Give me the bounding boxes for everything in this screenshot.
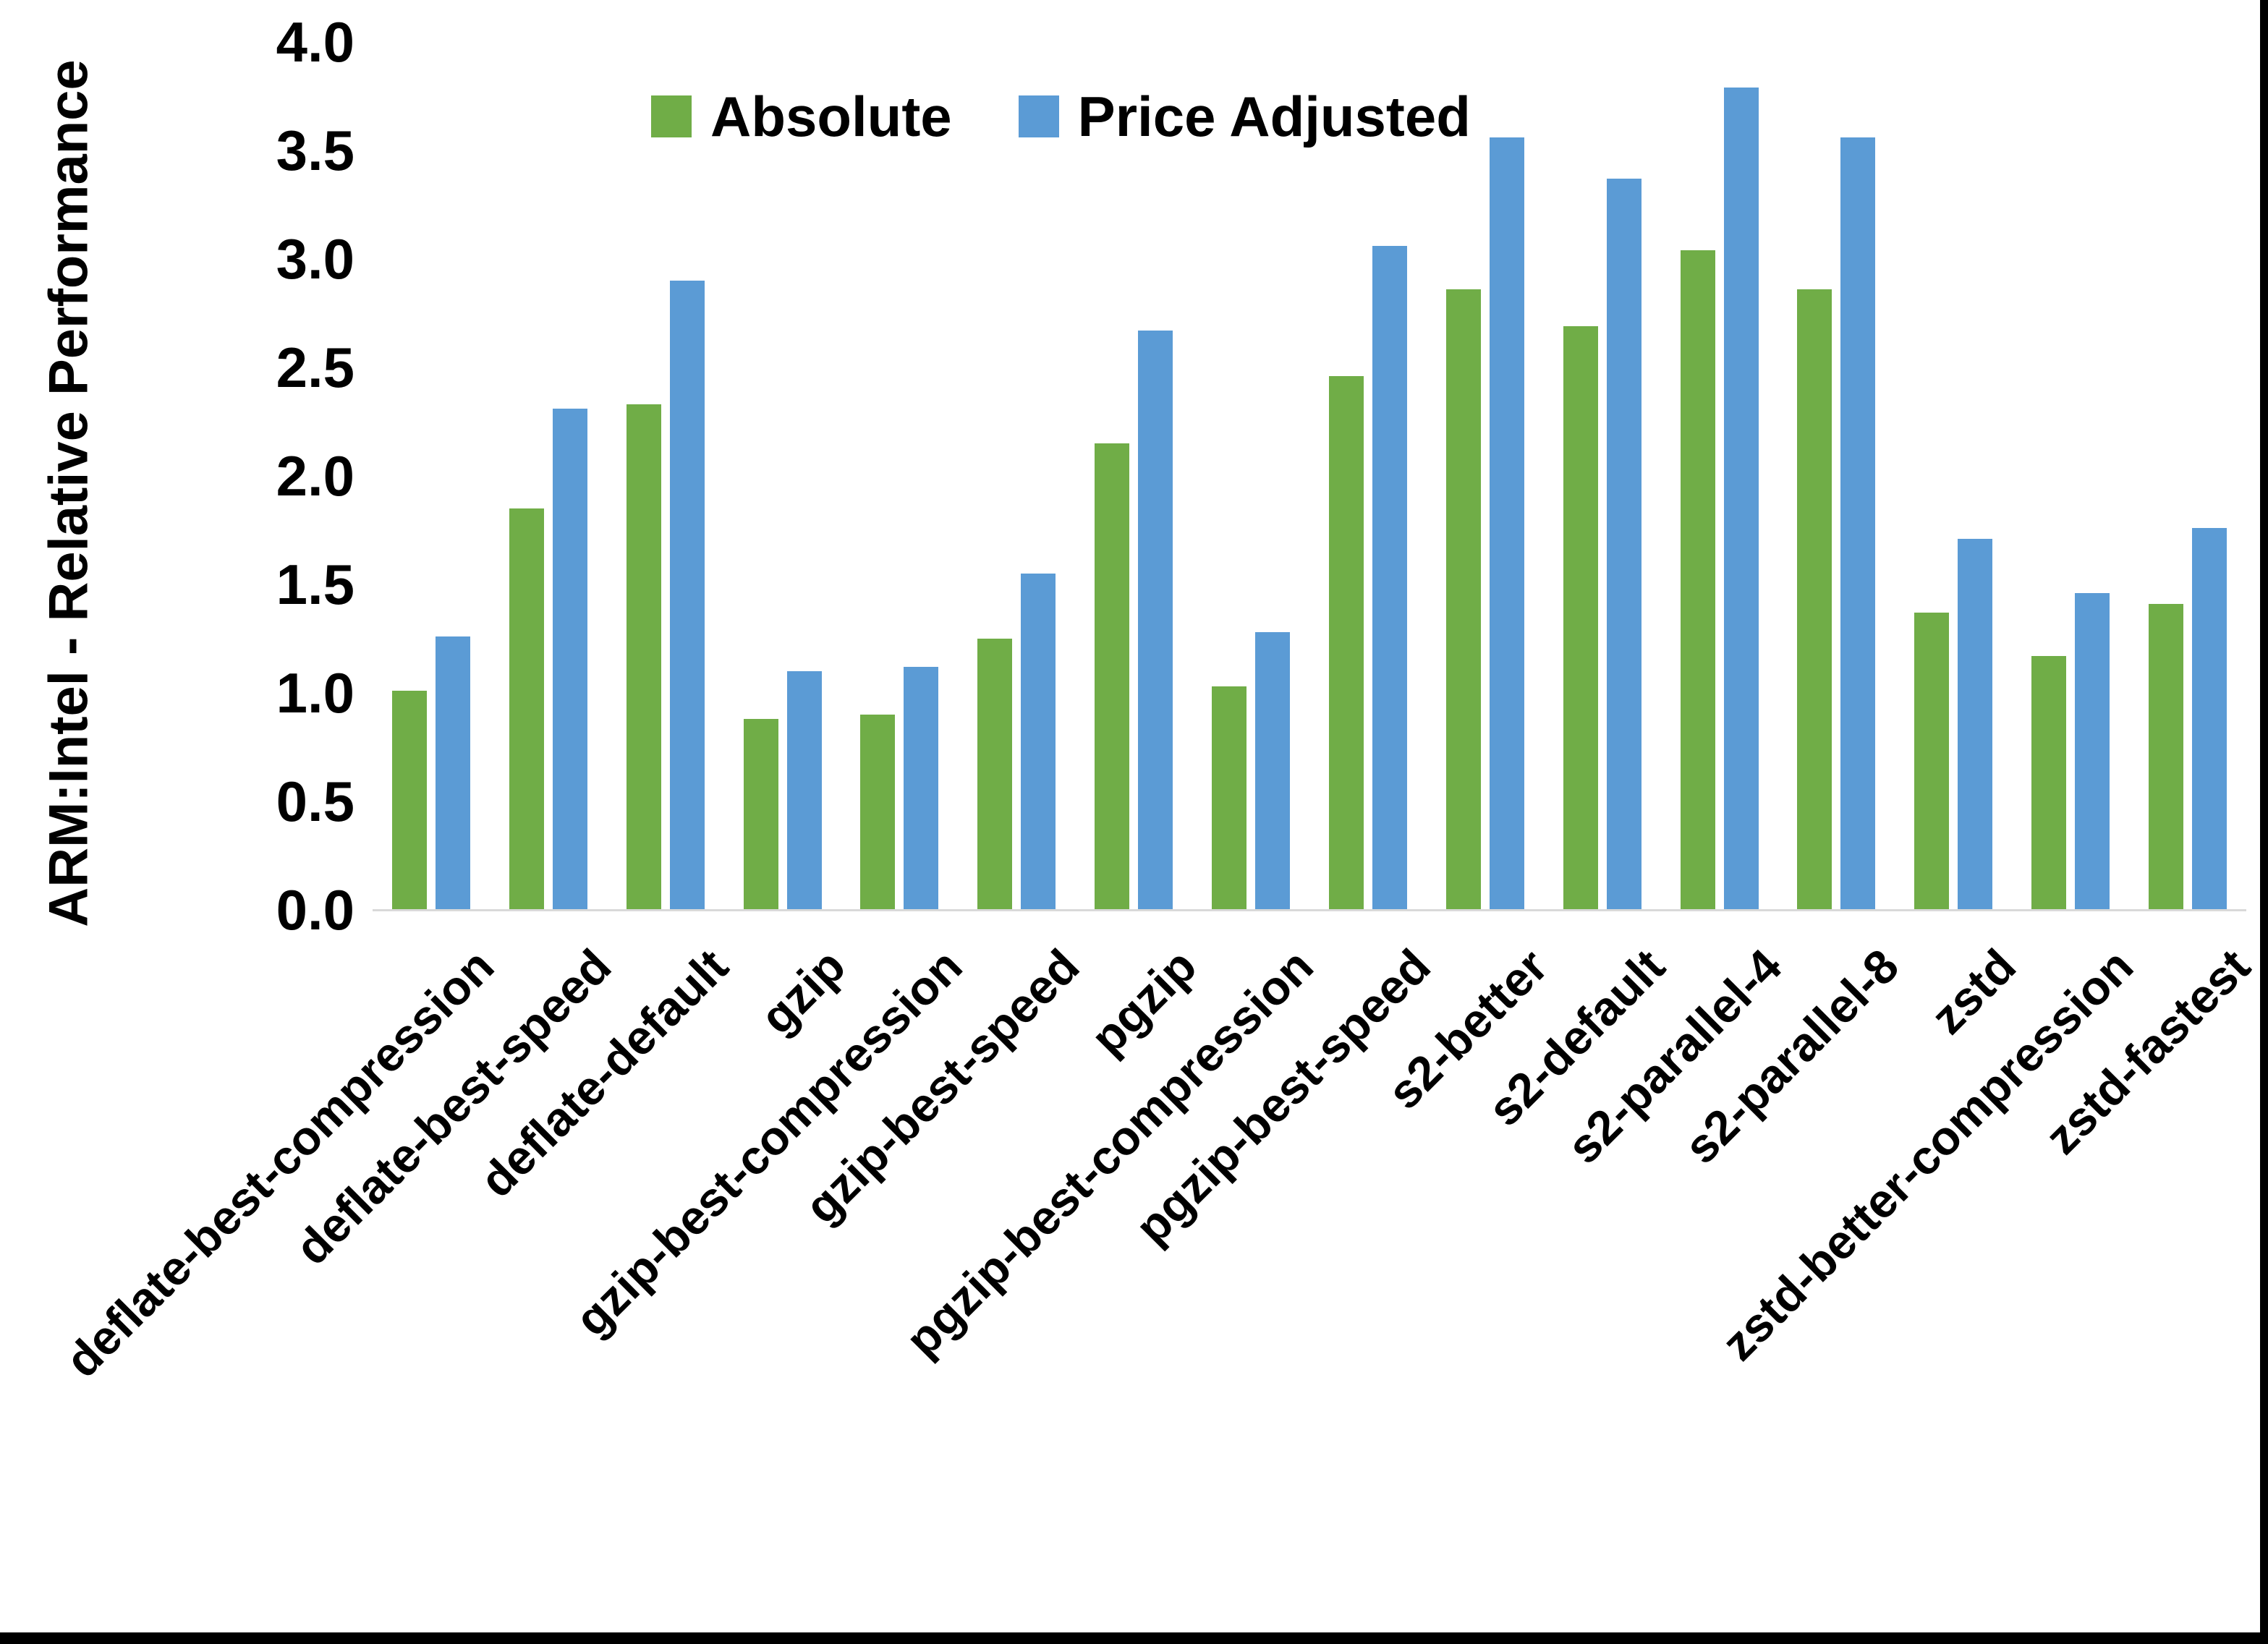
y-tick-label: 1.0 xyxy=(276,661,354,725)
bar-deflate-best-compression-absolute xyxy=(391,691,427,910)
y-tick-label: 4.0 xyxy=(276,10,354,74)
bar-zstd-better-compression-absolute xyxy=(2031,656,2067,910)
bar-zstd-price-adjusted xyxy=(1958,539,1993,910)
y-tick-label: 0.5 xyxy=(276,770,354,833)
bar-zstd-fastest-absolute xyxy=(2149,604,2184,910)
legend-label: Price Adjusted xyxy=(1077,85,1471,148)
bar-s2-default-price-adjusted xyxy=(1606,179,1641,910)
bar-deflate-default-price-adjusted xyxy=(669,281,705,910)
bar-deflate-best-compression-price-adjusted xyxy=(435,636,470,910)
bar-pgzip-best-compression-price-adjusted xyxy=(1255,632,1291,910)
y-tick-label: 3.0 xyxy=(276,227,354,291)
x-axis-label: zstd xyxy=(1920,938,2026,1044)
bar-pgzip-absolute xyxy=(1095,443,1130,910)
y-tick-label: 1.5 xyxy=(276,553,354,616)
plot-area xyxy=(373,42,2246,910)
y-tick-label: 2.5 xyxy=(276,336,354,399)
legend-swatch-icon xyxy=(1018,95,1059,137)
bar-zstd-absolute xyxy=(1914,613,1950,910)
legend-item-absolute: Absolute xyxy=(651,88,952,145)
x-axis-label: gzip xyxy=(749,938,855,1044)
bar-s2-better-absolute xyxy=(1445,289,1481,910)
bar-gzip-price-adjusted xyxy=(786,671,822,910)
bar-s2-parallel-4-price-adjusted xyxy=(1723,88,1759,910)
bar-deflate-best-speed-absolute xyxy=(509,508,544,910)
bar-pgzip-best-compression-absolute xyxy=(1212,686,1247,910)
legend-label: Absolute xyxy=(710,85,952,148)
bar-s2-parallel-8-price-adjusted xyxy=(1840,137,1876,910)
legend-swatch-icon xyxy=(651,95,692,137)
bar-s2-better-price-adjusted xyxy=(1489,137,1524,910)
bar-s2-parallel-4-absolute xyxy=(1680,250,1715,910)
bar-pgzip-best-speed-price-adjusted xyxy=(1372,246,1407,910)
bar-pgzip-best-speed-absolute xyxy=(1328,376,1364,910)
y-tick-label: 2.0 xyxy=(276,444,354,508)
bar-gzip-best-speed-absolute xyxy=(977,639,1013,910)
x-axis-label: deflate-best-compression xyxy=(54,938,504,1388)
bar-s2-default-absolute xyxy=(1563,326,1598,910)
x-axis-line xyxy=(373,909,2246,911)
bar-gzip-best-compression-absolute xyxy=(860,715,896,910)
legend-item-price-adjusted: Price Adjusted xyxy=(1018,85,1471,148)
y-axis-title: ARM:Intel - Relative Performance xyxy=(38,59,100,927)
bar-zstd-better-compression-price-adjusted xyxy=(2075,593,2110,910)
bar-gzip-absolute xyxy=(743,719,778,910)
bar-gzip-best-speed-price-adjusted xyxy=(1021,574,1056,910)
y-tick-label: 3.5 xyxy=(276,119,354,182)
bar-deflate-default-absolute xyxy=(626,404,661,910)
bar-zstd-fastest-price-adjusted xyxy=(2192,528,2227,910)
bar-s2-parallel-8-absolute xyxy=(1797,289,1832,910)
bar-gzip-best-compression-price-adjusted xyxy=(904,667,939,910)
bar-pgzip-price-adjusted xyxy=(1138,331,1173,910)
chart-legend: Absolute Price Adjusted xyxy=(651,88,1471,145)
bar-deflate-best-speed-price-adjusted xyxy=(552,409,587,910)
y-tick-label: 0.0 xyxy=(276,878,354,942)
